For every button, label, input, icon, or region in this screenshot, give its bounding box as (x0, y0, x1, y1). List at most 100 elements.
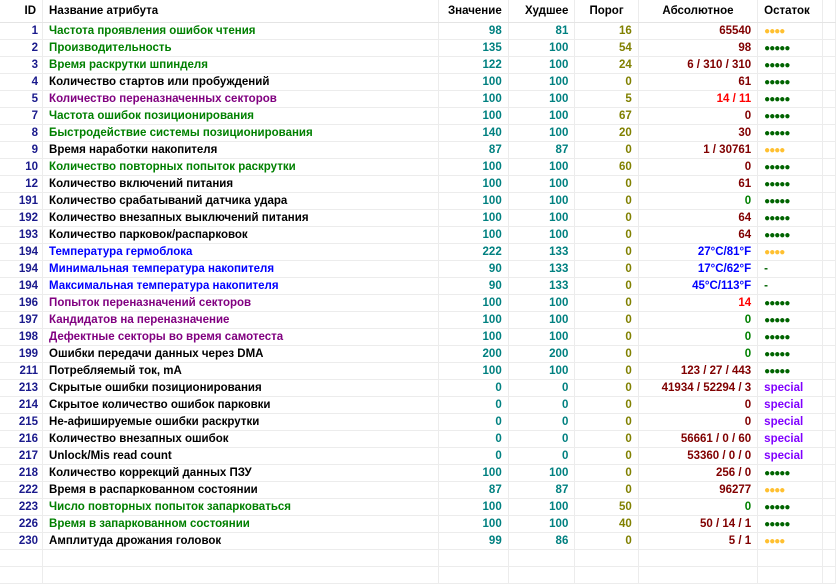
table-row[interactable]: 193 Количество парковок/распарковок 100 100… (0, 226, 836, 244)
filler-cell (822, 107, 836, 125)
attribute-value: 100 (438, 515, 509, 533)
attribute-worst: 100 (508, 311, 576, 329)
table-row[interactable]: 191 Количество срабатываний датчика удара… (0, 192, 836, 210)
attribute-name: Количество переназначенных секторов (42, 90, 439, 108)
table-row[interactable]: 5 Количество переназначенных секторов 100 1… (0, 90, 836, 108)
attribute-worst: 100 (508, 39, 576, 57)
table-row[interactable]: 8 Быстродействие системы позиционирования… (0, 124, 836, 142)
attribute-name: Производительность (42, 39, 439, 57)
attribute-raw: 256 / 0 (638, 464, 759, 482)
table-row[interactable]: 10 Количество повторных попыток раскрутки… (0, 158, 836, 176)
attribute-raw: 96277 (638, 481, 759, 499)
attribute-id: 196 (0, 294, 44, 312)
attribute-id: 5 (0, 90, 44, 108)
table-row[interactable]: 3 Время раскрутки шпинделя 122 100 24 6 / 310… (0, 56, 836, 74)
filler-cell (822, 328, 836, 346)
attribute-threshold: 20 (574, 124, 639, 142)
attribute-remaining: ●●●●● (757, 328, 823, 346)
attribute-threshold: 0 (574, 192, 639, 210)
table-row[interactable]: 192 Количество внезапных выключений питан… (0, 209, 836, 227)
table-row[interactable]: 199 Ошибки передачи данных через DMA 200 20… (0, 345, 836, 363)
attribute-raw: 0 (638, 107, 759, 125)
attribute-remaining: ●●●● (757, 532, 823, 550)
attribute-raw: 0 (638, 396, 759, 414)
empty-cell (508, 549, 576, 567)
table-row[interactable]: 216 Количество внезапных ошибок 0 0 0 56661 /… (0, 430, 836, 448)
header-worst[interactable]: Худшее (508, 0, 576, 23)
attribute-id: 12 (0, 175, 44, 193)
filler-cell (822, 73, 836, 91)
attribute-id: 4 (0, 73, 44, 91)
attribute-threshold: 0 (574, 328, 639, 346)
header-remaining[interactable]: Остаток (757, 0, 823, 23)
table-row[interactable]: 218 Количество коррекций данных ПЗУ 100 100… (0, 464, 836, 482)
attribute-remaining: ●●●●● (757, 158, 823, 176)
empty-cell (822, 566, 836, 584)
attribute-worst: 0 (508, 396, 576, 414)
header-value[interactable]: Значение (438, 0, 509, 23)
table-row[interactable]: 12 Количество включений питания 100 100 0 61 ●… (0, 175, 836, 193)
attribute-worst: 100 (508, 294, 576, 312)
table-row[interactable]: 217 Unlock/Mis read count 0 0 0 53360 / 0 / 0… (0, 447, 836, 465)
attribute-value: 0 (438, 447, 509, 465)
table-row[interactable]: 7 Частота ошибок позиционирования 100 100 67… (0, 107, 836, 125)
attribute-value: 87 (438, 141, 509, 159)
attribute-name: Температура гермоблока (42, 243, 439, 261)
attribute-raw: 61 (638, 73, 759, 91)
empty-cell (638, 549, 759, 567)
filler-cell (822, 311, 836, 329)
attribute-worst: 100 (508, 464, 576, 482)
attribute-value: 100 (438, 294, 509, 312)
table-header: ID Название атрибута Значение Худшее Пор… (0, 0, 836, 23)
table-row[interactable]: 226 Время в запаркованном состоянии 100 100… (0, 515, 836, 533)
attribute-worst: 0 (508, 430, 576, 448)
attribute-remaining: ●●●●● (757, 73, 823, 91)
attribute-value: 100 (438, 209, 509, 227)
table-row[interactable]: 214 Скрытое количество ошибок парковки 0 0 0… (0, 396, 836, 414)
attribute-worst: 100 (508, 124, 576, 142)
table-row[interactable]: 215 Не-афишируемые ошибки раскрутки 0 0 0 0 sp… (0, 413, 836, 431)
table-row[interactable]: 198 Дефектные секторы во время самотеста 1… (0, 328, 836, 346)
table-row[interactable]: 2 Производительность 135 100 54 98 ●●●●● (0, 39, 836, 57)
filler-cell (822, 158, 836, 176)
filler-cell (822, 515, 836, 533)
table-row[interactable]: 197 Кандидатов на переназначение 100 100 0 0 ●… (0, 311, 836, 329)
attribute-value: 122 (438, 56, 509, 74)
attribute-id: 218 (0, 464, 44, 482)
attribute-threshold: 0 (574, 243, 639, 261)
attribute-worst: 100 (508, 192, 576, 210)
attribute-name: Время в распаркованном состоянии (42, 481, 439, 499)
attribute-raw: 1 / 30761 (638, 141, 759, 159)
table-row[interactable]: 1 Частота проявления ошибок чтения 98 81 16 6… (0, 22, 836, 40)
table-row[interactable]: 4 Количество стартов или пробуждений 100 10… (0, 73, 836, 91)
header-name[interactable]: Название атрибута (42, 0, 439, 23)
table-row[interactable]: 230 Амплитуда дрожания головок 99 86 0 5 / 1 ●… (0, 532, 836, 550)
attribute-name: Дефектные секторы во время самотеста (42, 328, 439, 346)
attribute-id: 193 (0, 226, 44, 244)
header-id[interactable]: ID (0, 0, 44, 23)
attribute-worst: 100 (508, 107, 576, 125)
attribute-name: Количество срабатываний датчика удара (42, 192, 439, 210)
table-row[interactable]: 196 Попыток переназначений секторов 100 100… (0, 294, 836, 312)
attribute-id: 230 (0, 532, 44, 550)
attribute-raw: 6 / 310 / 310 (638, 56, 759, 74)
attribute-name: Быстродействие системы позиционирования (42, 124, 439, 142)
attribute-value: 100 (438, 226, 509, 244)
table-row[interactable]: 9 Время наработки накопителя 87 87 0 1 / 3076… (0, 141, 836, 159)
table-row[interactable]: 194 Минимальная температура накопителя 90 1… (0, 260, 836, 278)
attribute-raw: 0 (638, 413, 759, 431)
header-threshold[interactable]: Порог (574, 0, 639, 23)
table-row[interactable]: 194 Температура гермоблока 222 133 0 27°C/81°… (0, 243, 836, 261)
header-raw[interactable]: Абсолютное (638, 0, 759, 23)
attribute-threshold: 0 (574, 175, 639, 193)
attribute-value: 100 (438, 498, 509, 516)
table-row[interactable]: 223 Число повторных попыток запарковаться… (0, 498, 836, 516)
attribute-raw: 5 / 1 (638, 532, 759, 550)
attribute-raw: 61 (638, 175, 759, 193)
attribute-remaining: ●●●●● (757, 175, 823, 193)
table-row[interactable]: 213 Скрытые ошибки позиционирования 0 0 0 419… (0, 379, 836, 397)
table-row[interactable]: 211 Потребляемый ток, mA 100 100 0 123 / 27 /… (0, 362, 836, 380)
table-row[interactable]: 194 Максимальная температура накопителя 90… (0, 277, 836, 295)
table-row[interactable]: 222 Время в распаркованном состоянии 87 87 0… (0, 481, 836, 499)
